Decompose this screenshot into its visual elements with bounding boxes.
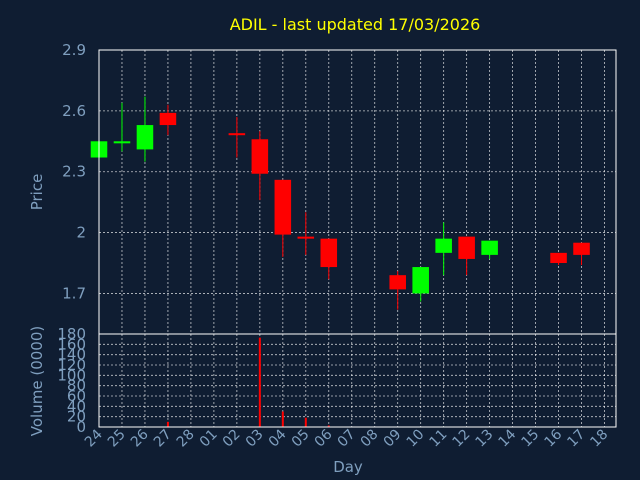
volume-tick-label: 100 [57,366,86,384]
volume-bar [166,421,169,427]
candle-body [159,112,177,126]
price-tick-label: 2.6 [62,102,86,120]
volume-tick-label: 80 [67,377,86,395]
volume-axis-label: Volume (0000) [28,326,46,436]
chart-title: ADIL - last updated 17/03/2026 [230,15,481,34]
price-tick-label: 2.9 [62,41,86,59]
volume-bar [327,425,330,427]
candle-body [389,275,406,290]
price-y-ticks: 2.9 2.6 2.3 2 1.7 [62,41,86,302]
day-ticks: 24 25 26 27 28 01 02 03 04 05 06 07 08 09 10 11 12 13 14 15… [82,426,611,450]
volume-tick-label: 180 [57,325,86,343]
volume-tick-label: 20 [67,408,86,426]
candle-body [550,252,567,263]
volume-tick-label: 160 [57,335,86,353]
candle-body [320,238,338,268]
candlesticks [90,96,590,310]
volume-bar [304,417,307,427]
price-axis-label: Price [28,174,46,211]
candle-body [251,139,269,174]
candle-body [458,236,475,259]
candle-body [297,236,315,239]
price-tick-label: 2 [76,224,86,242]
candle-body [136,125,154,150]
price-tick-label: 2.3 [62,163,86,181]
volume-tick-label: 0 [76,418,86,436]
volume-tick-label: 60 [67,387,86,405]
volume-plot-frame [98,333,617,428]
candle-body [412,267,429,294]
candle-body [481,240,498,255]
candle-body [573,242,590,255]
volume-bar [258,337,261,427]
candle-body [228,133,246,136]
volume-bar [281,411,284,427]
price-tick-label: 1.7 [62,284,86,302]
volume-tick-label: 40 [67,397,86,415]
day-axis-label: Day [333,458,363,476]
volume-tick-label: 140 [57,346,86,364]
candle-body [113,141,131,144]
volume-tick-label: 120 [57,356,86,374]
candle-body [435,238,452,253]
candle-body [274,179,292,235]
